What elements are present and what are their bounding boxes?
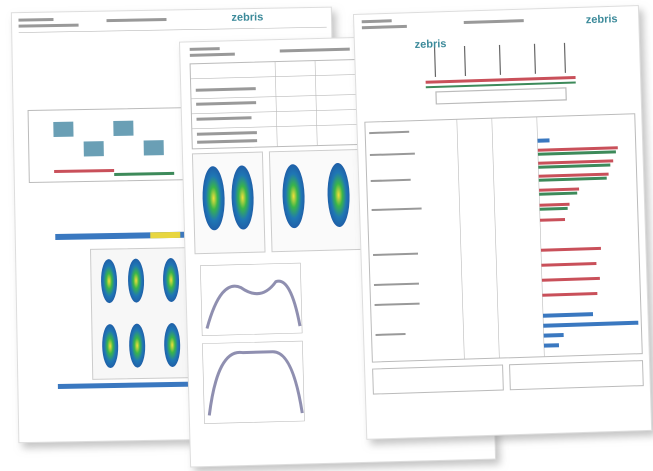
logo: zebris: [586, 13, 618, 26]
logo: zebris: [415, 38, 447, 51]
gait-diagram: [425, 42, 576, 105]
sheet: [352, 5, 653, 440]
foot-prints: [89, 247, 194, 380]
force-curves: [200, 262, 305, 424]
parameter-bars: [364, 113, 643, 363]
logo: zebris: [231, 11, 263, 24]
report-page-right: zebris: [352, 5, 653, 440]
